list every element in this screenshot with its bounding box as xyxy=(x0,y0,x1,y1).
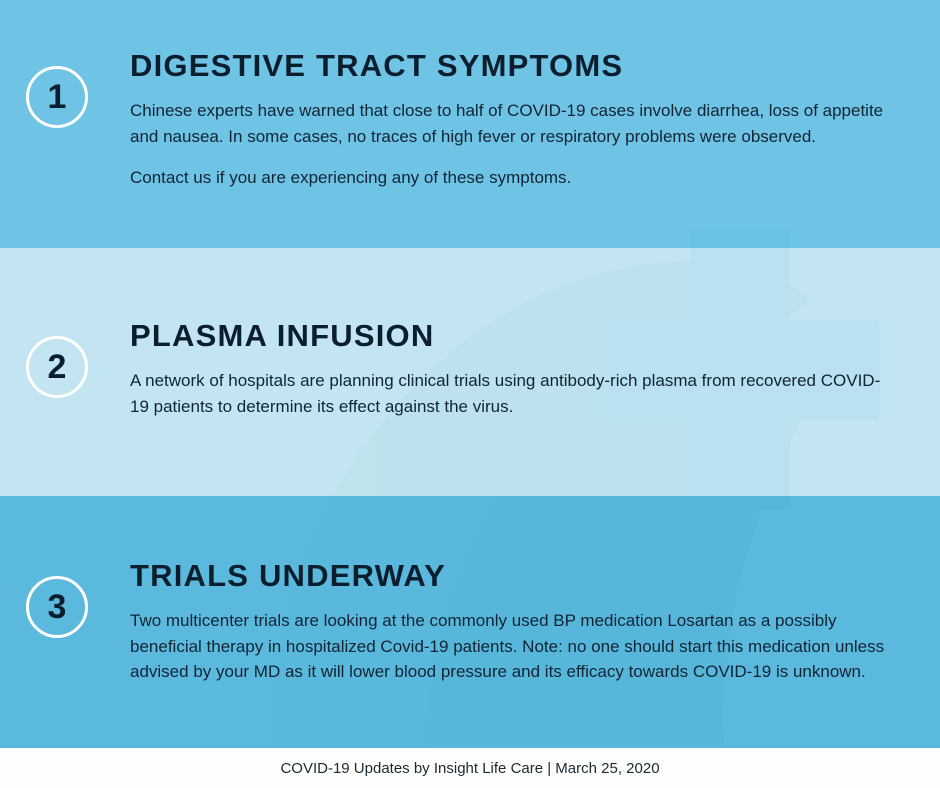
section-1-content: DIGESTIVE TRACT SYMPTOMS Chinese experts… xyxy=(130,48,900,191)
footer-text: COVID-19 Updates by Insight Life Care | … xyxy=(280,760,659,777)
section-number: 2 xyxy=(48,348,67,387)
section-3: 3 TRIALS UNDERWAY Two multicenter trials… xyxy=(0,496,940,748)
section-2-content: PLASMA INFUSION A network of hospitals a… xyxy=(130,318,900,419)
section-1-heading: DIGESTIVE TRACT SYMPTOMS xyxy=(130,48,900,84)
section-1-body: Chinese experts have warned that close t… xyxy=(130,98,890,191)
section-2-body: A network of hospitals are planning clin… xyxy=(130,368,890,419)
section-3-body: Two multicenter trials are looking at th… xyxy=(130,608,890,685)
number-circle-1: 1 xyxy=(26,66,88,128)
section-1-paragraph-1: Chinese experts have warned that close t… xyxy=(130,98,890,149)
section-1: 1 DIGESTIVE TRACT SYMPTOMS Chinese exper… xyxy=(0,0,940,248)
number-circle-3: 3 xyxy=(26,576,88,638)
section-2-heading: PLASMA INFUSION xyxy=(130,318,900,354)
section-3-content: TRIALS UNDERWAY Two multicenter trials a… xyxy=(130,558,900,685)
section-2-paragraph-1: A network of hospitals are planning clin… xyxy=(130,368,890,419)
section-number: 1 xyxy=(48,78,67,117)
section-2: 2 PLASMA INFUSION A network of hospitals… xyxy=(0,248,940,496)
section-1-paragraph-2: Contact us if you are experiencing any o… xyxy=(130,165,890,191)
section-number: 3 xyxy=(48,588,67,627)
number-circle-2: 2 xyxy=(26,336,88,398)
section-3-paragraph-1: Two multicenter trials are looking at th… xyxy=(130,608,890,685)
footer: COVID-19 Updates by Insight Life Care | … xyxy=(0,748,940,788)
section-3-heading: TRIALS UNDERWAY xyxy=(130,558,900,594)
